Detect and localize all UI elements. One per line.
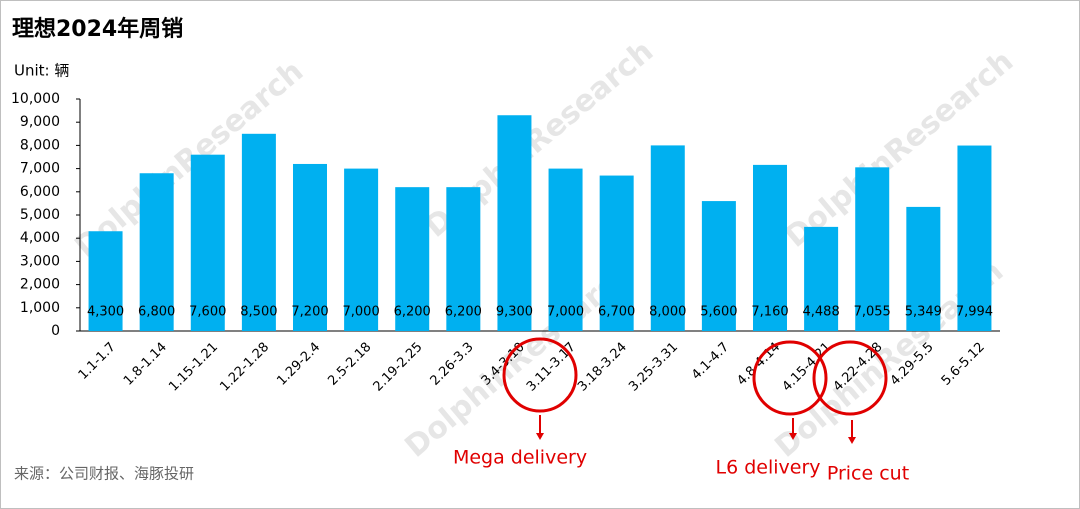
- bar: [88, 231, 123, 331]
- value-label: 7,160: [751, 305, 788, 320]
- highlight-circle: [752, 340, 828, 416]
- y-tick-label: 6,000: [20, 184, 60, 200]
- y-tick-label: 1,000: [20, 300, 60, 316]
- value-label: 7,000: [547, 305, 584, 320]
- bar: [701, 201, 736, 331]
- value-label: 4,488: [803, 305, 840, 320]
- annotation: L6 delivery: [715, 457, 820, 479]
- bar: [957, 145, 992, 331]
- highlight-circle: [812, 340, 888, 416]
- highlight-circle: [502, 337, 578, 413]
- y-tick-label: 0: [51, 323, 60, 339]
- value-label: 8,500: [240, 305, 277, 320]
- annotation: Price cut: [827, 463, 909, 485]
- bar: [650, 145, 685, 331]
- bar: [344, 168, 379, 331]
- bar: [753, 164, 787, 331]
- value-label: 4,300: [87, 305, 124, 320]
- bar: [906, 206, 941, 331]
- value-label: 6,800: [138, 305, 175, 320]
- bar: [548, 168, 583, 331]
- value-label: 7,200: [291, 305, 328, 320]
- bar: [446, 187, 481, 331]
- value-label: 7,055: [854, 305, 891, 320]
- y-tick-label: 5,000: [20, 207, 60, 223]
- value-label: 5,349: [905, 305, 942, 320]
- y-tick-label: 7,000: [20, 161, 60, 177]
- y-tick-label: 4,000: [20, 230, 60, 246]
- bar: [497, 115, 532, 332]
- bar: [395, 187, 430, 331]
- bar: [293, 163, 327, 331]
- bar: [599, 175, 634, 331]
- value-label: 7,600: [189, 305, 226, 320]
- arrow-head: [848, 437, 856, 444]
- unit-label: Unit: 辆: [14, 62, 69, 80]
- y-tick-label: 8,000: [20, 137, 60, 153]
- bar: [139, 173, 174, 331]
- bar: [804, 226, 839, 331]
- arrow-head: [536, 433, 544, 440]
- y-tick-label: 10,000: [11, 91, 60, 107]
- bar: [190, 154, 225, 331]
- source: 来源：公司财报、海豚投研: [14, 465, 194, 483]
- value-label: 9,300: [496, 305, 533, 320]
- bar: [855, 167, 890, 331]
- annotation: Mega delivery: [453, 447, 587, 469]
- bar: [241, 133, 276, 331]
- value-label: 8,000: [649, 305, 686, 320]
- y-tick-label: 2,000: [20, 277, 60, 293]
- value-label: 6,700: [598, 305, 635, 320]
- value-label: 6,200: [394, 305, 431, 320]
- chart-title: 理想2024年周销: [12, 16, 183, 42]
- arrow-head: [789, 433, 797, 440]
- value-label: 5,600: [700, 305, 737, 320]
- value-label: 6,200: [445, 305, 482, 320]
- value-label: 7,000: [343, 305, 380, 320]
- y-tick-label: 3,000: [20, 253, 60, 269]
- value-label: 7,994: [956, 305, 993, 320]
- y-tick-label: 9,000: [20, 114, 60, 130]
